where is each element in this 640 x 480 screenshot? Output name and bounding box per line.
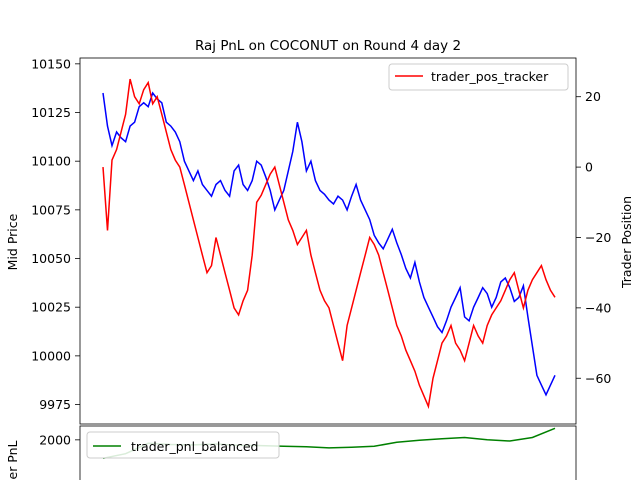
left-y-tick-label-2: 10100 [31, 154, 71, 169]
left-y-tick-label-4: 10050 [31, 251, 71, 266]
pnl-panel: 2000 er PnL trader_pnl_balanced [5, 425, 577, 480]
pnl-legend-label: trader_pnl_balanced [131, 439, 258, 454]
pnl-axis-label: er PnL [5, 440, 20, 479]
legend-label: trader_pos_tracker [431, 69, 549, 84]
right-y-axis: 20 0 −20 −40 −60 [576, 89, 611, 386]
right-y-tick-label-3: −40 [585, 300, 611, 315]
right-y-tick-label-1: 0 [585, 160, 593, 175]
trader-pos-series [102, 78, 556, 410]
right-y-tick-label-2: −20 [585, 230, 611, 245]
left-axis-label: Mid Price [5, 213, 20, 270]
left-y-tick-label-1: 10125 [31, 105, 71, 120]
chart-title: Raj PnL on COCONUT on Round 4 day 2 [195, 38, 461, 54]
pnl-y-axis: 2000 [39, 432, 80, 447]
mid-price-line [102, 91, 556, 397]
left-y-tick-label-7: 9975 [39, 397, 71, 412]
right-y-tick-label-4: −60 [585, 371, 611, 386]
main-panel: 101501012510100100751005010025100009975 … [5, 56, 634, 425]
left-y-tick-label-3: 10075 [31, 202, 71, 217]
right-y-tick-label-0: 20 [585, 89, 601, 104]
legend: trader_pos_tracker [388, 63, 569, 91]
mid-price-series [102, 91, 556, 397]
trader-pos-line [102, 78, 556, 410]
pnl-y-tick-label-0: 2000 [39, 432, 71, 447]
left-y-tick-label-0: 10150 [31, 56, 71, 71]
left-y-axis: 10150 10125 10100 10075 10050 10025 10000 9975 [31, 56, 80, 412]
pnl-legend: trader_pnl_balanced [86, 431, 280, 459]
left-y-tick-label-5: 10025 [31, 300, 71, 315]
left-y-tick-label-6: 10000 [31, 348, 71, 363]
right-axis-label: Trader Position [619, 196, 634, 289]
